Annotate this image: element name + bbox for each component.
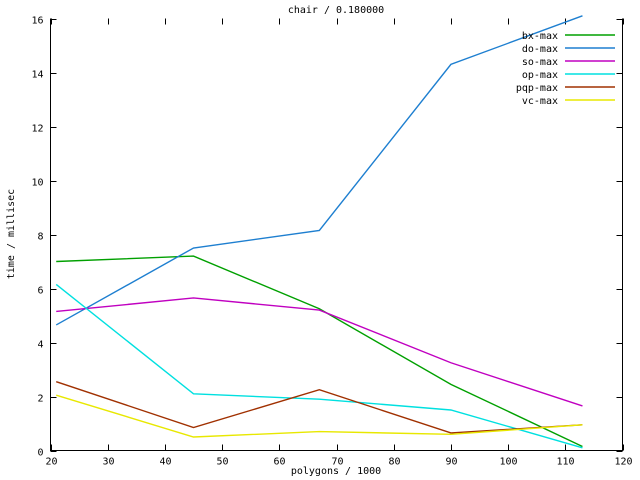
x-tick-label: 110 bbox=[556, 457, 574, 468]
x-tick-label: 100 bbox=[499, 457, 517, 468]
x-tick-label: 120 bbox=[614, 457, 632, 468]
y-tick-label: 2 bbox=[37, 394, 43, 405]
data-series-group bbox=[55, 15, 583, 449]
x-tick-label: 80 bbox=[388, 457, 400, 468]
y-tick-label: 16 bbox=[31, 16, 43, 27]
x-tick-label: 30 bbox=[102, 457, 114, 468]
series-line-so-max bbox=[56, 297, 583, 407]
y-tick-label: 10 bbox=[31, 178, 43, 189]
legend-label-vc-max: vc-max bbox=[522, 96, 558, 107]
plot-frame bbox=[50, 18, 623, 451]
y-tick-label: 14 bbox=[31, 70, 43, 81]
x-axis-title: polygons / 1000 bbox=[291, 466, 381, 477]
legend: bx-max do-max so-max op-max pqp-max vc-max bbox=[516, 31, 615, 107]
y-tick-label: 6 bbox=[37, 286, 43, 297]
legend-label-op-max: op-max bbox=[522, 70, 558, 81]
x-tick-label: 40 bbox=[159, 457, 171, 468]
x-tick-label: 70 bbox=[331, 457, 343, 468]
legend-label-do-max: do-max bbox=[522, 44, 558, 55]
series-line-op-max bbox=[55, 283, 583, 449]
x-tick-label: 50 bbox=[216, 457, 228, 468]
x-tick-label: 20 bbox=[45, 457, 57, 468]
series-line-pqp-max bbox=[55, 380, 583, 434]
y-tick-label: 0 bbox=[37, 448, 43, 459]
legend-label-bx-max: bx-max bbox=[522, 31, 558, 42]
series-line-vc-max bbox=[56, 394, 583, 438]
plot-border bbox=[50, 18, 623, 451]
y-tick-label: 4 bbox=[37, 340, 43, 351]
series-line-do-max bbox=[55, 15, 583, 326]
legend-label-pqp-max: pqp-max bbox=[516, 83, 558, 94]
chart-title: chair / 0.180000 bbox=[288, 5, 384, 16]
legend-label-so-max: so-max bbox=[522, 57, 558, 68]
y-axis-title: time / millisec bbox=[6, 189, 17, 279]
x-tick-label: 90 bbox=[445, 457, 457, 468]
series-line-bx-max bbox=[56, 255, 583, 448]
y-tick-label: 12 bbox=[31, 124, 43, 135]
axis-tick-labels: 0 2 4 6 8 10 12 14 16 20 30 40 50 60 70 80 90 100 110 120 bbox=[31, 16, 632, 468]
axis-ticks bbox=[50, 18, 624, 452]
x-tick-label: 60 bbox=[273, 457, 285, 468]
y-tick-label: 8 bbox=[37, 232, 43, 243]
